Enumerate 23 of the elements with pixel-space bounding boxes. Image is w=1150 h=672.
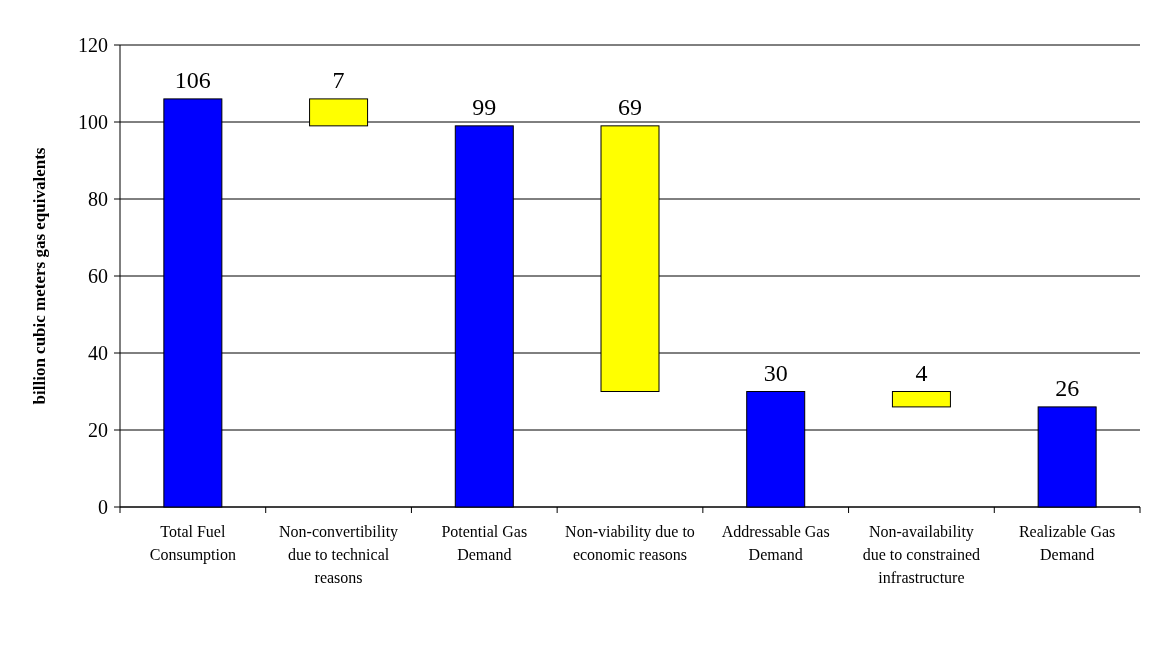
x-tick-label: Addressable Gas Demand [721, 523, 830, 563]
bar [891, 391, 951, 408]
y-tick-label: 0 [98, 496, 108, 518]
data-label: 7 [332, 66, 345, 93]
data-label: 99 [472, 93, 497, 120]
y-tick-label: 100 [78, 111, 108, 133]
data-label: 4 [915, 359, 928, 386]
x-tick-label: Non-availability due to constrained infrastructure [862, 523, 981, 586]
x-tick-label: Total Fuel Consumption [149, 523, 236, 564]
y-tick-label: 120 [78, 34, 108, 56]
x-tick-label: Non-convertibility due to technical reasons [279, 523, 399, 586]
x-tick-label: Potential Gas Demand [441, 523, 528, 563]
x-tick-label: Realizable Gas Demand [1018, 523, 1116, 563]
y-tick-label: 80 [88, 188, 108, 210]
data-label: 106 [174, 66, 211, 93]
x-tick-label: Non-viability due to economic reasons [565, 523, 695, 563]
y-axis-title: billion cubic meters gas equivalents [30, 147, 49, 405]
y-tick-label: 40 [88, 342, 108, 364]
y-tick-label: 20 [88, 419, 108, 441]
data-label: 30 [763, 359, 788, 386]
data-label: 69 [618, 93, 642, 120]
data-label: 26 [1055, 374, 1080, 401]
y-tick-label: 60 [88, 265, 108, 287]
